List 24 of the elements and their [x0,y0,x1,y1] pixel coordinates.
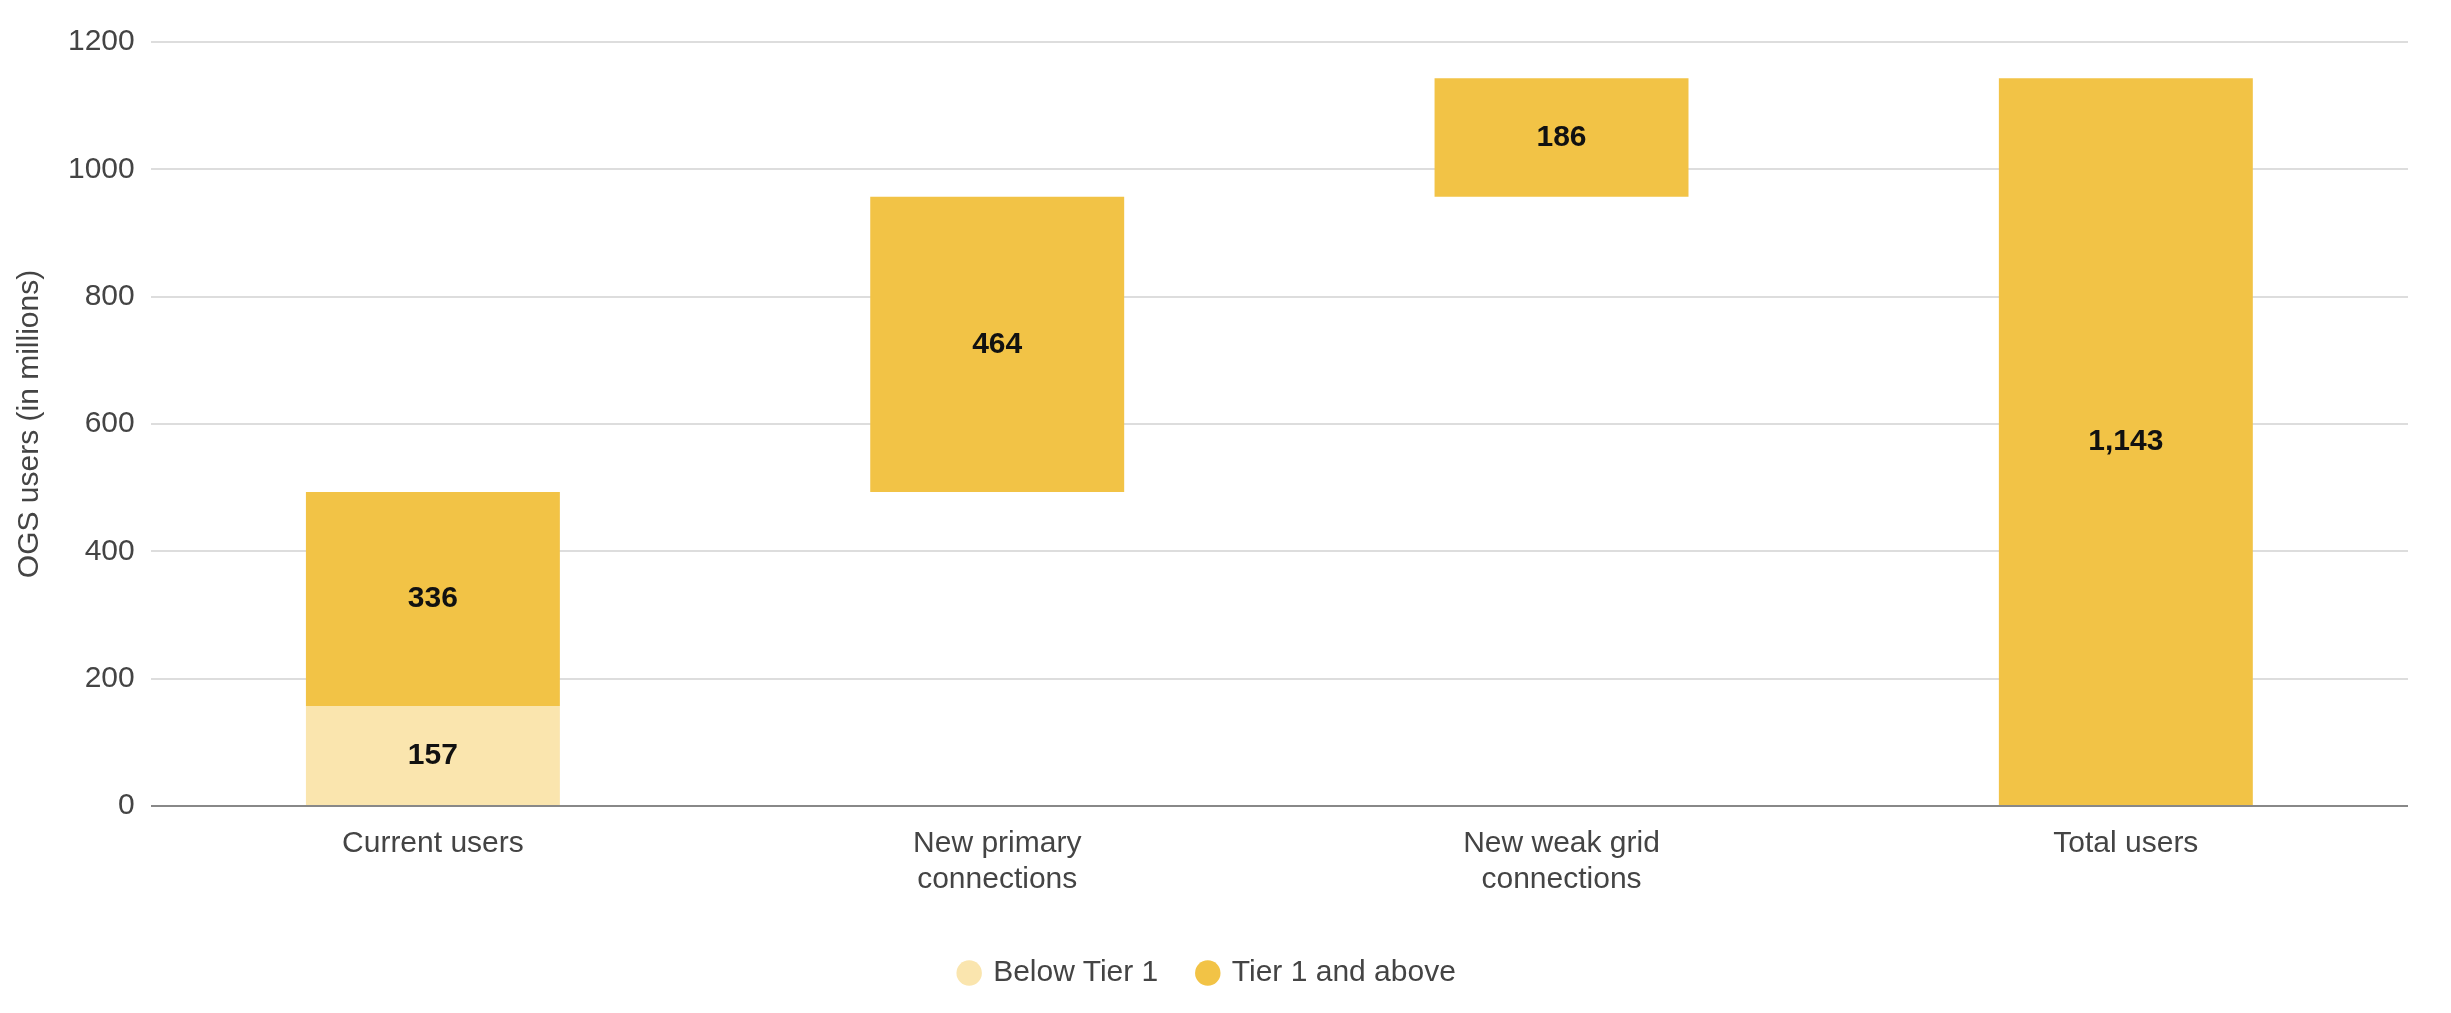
y-tick-label: 600 [84,405,135,439]
bar [1434,78,1689,197]
x-tick-label: Current users [342,825,524,859]
bar [305,492,560,707]
x-tick-label: New weak grid connections [1463,825,1660,895]
data-label: 464 [972,325,1023,359]
bar [305,706,560,805]
data-label: 336 [407,580,458,614]
y-tick-label: 1200 [67,23,135,57]
y-tick-label: 1000 [67,150,135,184]
legend-label: Below Tier 1 [993,954,1159,988]
y-tick-label: 200 [84,659,135,693]
y-tick-label: 0 [118,787,135,821]
bar [870,196,1125,493]
bar [1998,78,2253,805]
data-label: 186 [1536,118,1587,152]
data-label: 1,143 [2088,422,2164,456]
data-label: 157 [407,736,458,770]
legend-label: Tier 1 and above [1231,954,1456,988]
y-axis-title: OGS users (in millions) [11,269,45,579]
x-tick-label: Total users [2053,825,2199,859]
x-tick-label: New primary connections [913,825,1082,895]
y-tick-label: 800 [84,277,135,311]
y-tick-label: 400 [84,532,135,566]
